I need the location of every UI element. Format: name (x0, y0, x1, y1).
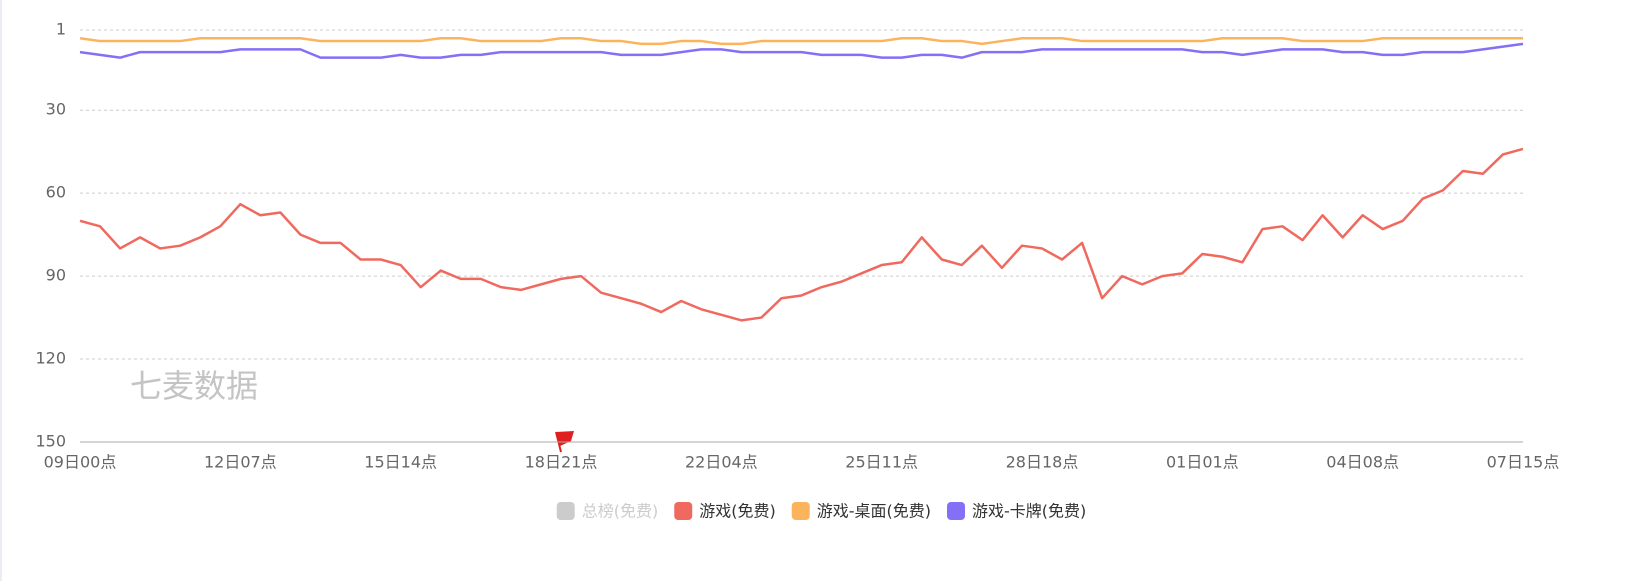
legend-swatch[interactable] (791, 502, 810, 520)
x-tick-label: 04日08点 (1326, 453, 1399, 472)
series-line (79, 42, 1524, 59)
series-line (79, 37, 1523, 46)
y-tick-label: 30 (46, 100, 66, 119)
legend: 总榜(免费) 游戏(免费) 游戏-桌面(免费) 游戏-卡牌(免费) (556, 502, 1086, 521)
legend-swatch[interactable] (947, 502, 965, 520)
y-tick-label: 1 (56, 20, 66, 39)
x-tick-label: 12日07点 (204, 453, 277, 472)
x-tick-label: 22日04点 (685, 453, 758, 472)
x-tick-label: 28日18点 (1006, 453, 1079, 472)
x-tick-label: 09日00点 (44, 453, 117, 472)
legend-label[interactable]: 游戏-桌面(免费) (817, 502, 931, 521)
legend-label[interactable]: 游戏(免费) (699, 502, 776, 521)
x-tick-label: 18日21点 (525, 453, 598, 472)
legend-swatch[interactable] (674, 502, 693, 520)
series-line (79, 147, 1524, 322)
x-tick-label: 07日15点 (1487, 453, 1560, 472)
x-tick-label: 01日01点 (1166, 453, 1239, 472)
legend-swatch[interactable] (556, 502, 575, 520)
x-tick-label: 25日11点 (845, 453, 918, 472)
legend-label[interactable]: 游戏-卡牌(免费) (972, 502, 1086, 521)
x-tick-label: 15日14点 (364, 453, 437, 472)
legend-label[interactable]: 总榜(免费) (582, 502, 659, 521)
y-tick-label: 150 (35, 432, 66, 451)
y-tick-label: 120 (35, 349, 66, 368)
y-tick-label: 60 (46, 183, 66, 202)
y-tick-label: 90 (46, 266, 66, 285)
watermark: 七麦数据 (130, 367, 258, 405)
